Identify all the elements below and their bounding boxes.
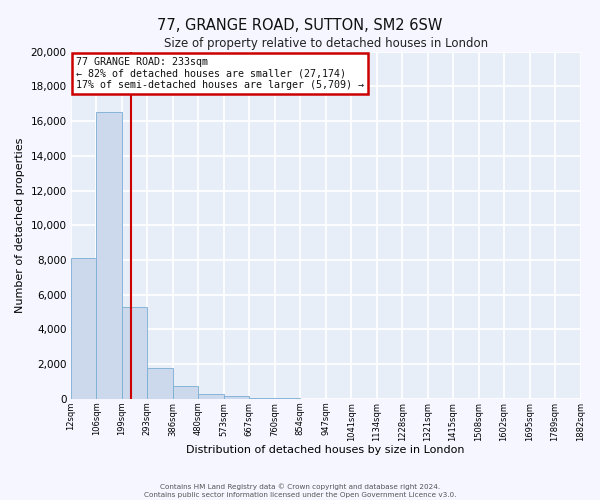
- Text: Contains HM Land Registry data © Crown copyright and database right 2024.
Contai: Contains HM Land Registry data © Crown c…: [144, 483, 456, 498]
- Bar: [224, 396, 249, 399]
- Bar: [122, 307, 147, 399]
- Y-axis label: Number of detached properties: Number of detached properties: [15, 138, 25, 313]
- Bar: [147, 368, 173, 399]
- Bar: [275, 398, 300, 399]
- Bar: [198, 394, 224, 399]
- Bar: [249, 398, 275, 399]
- Text: 77 GRANGE ROAD: 233sqm
← 82% of detached houses are smaller (27,174)
17% of semi: 77 GRANGE ROAD: 233sqm ← 82% of detached…: [76, 57, 364, 90]
- X-axis label: Distribution of detached houses by size in London: Distribution of detached houses by size …: [187, 445, 465, 455]
- Text: 77, GRANGE ROAD, SUTTON, SM2 6SW: 77, GRANGE ROAD, SUTTON, SM2 6SW: [157, 18, 443, 32]
- Bar: [71, 258, 97, 399]
- Title: Size of property relative to detached houses in London: Size of property relative to detached ho…: [164, 38, 488, 51]
- Bar: [173, 386, 198, 399]
- Bar: [97, 112, 122, 399]
